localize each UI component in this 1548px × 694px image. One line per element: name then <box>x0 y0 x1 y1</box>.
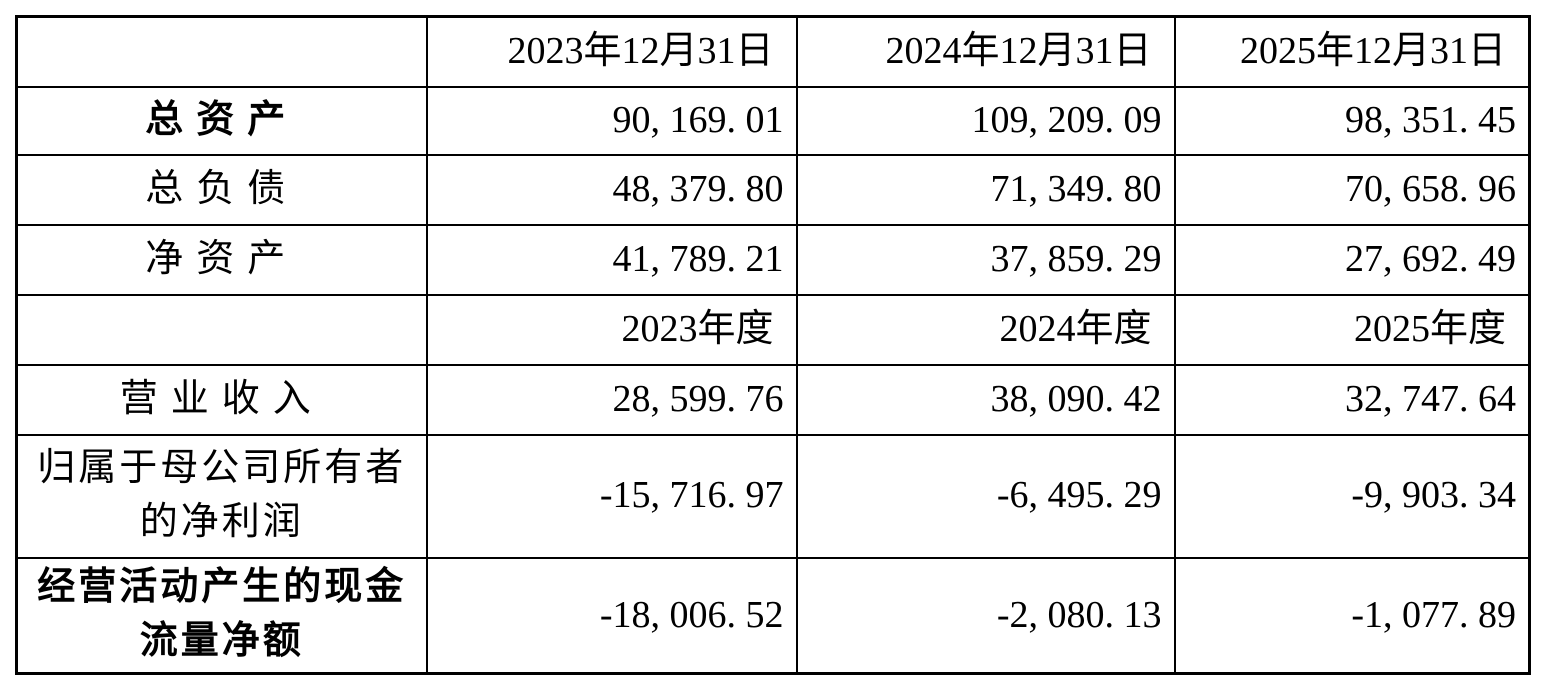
table-row-period-header: 2023年度 2024年度 2025年度 <box>15 293 1531 366</box>
row-label-operating-revenue: 营业收入 <box>15 363 428 436</box>
cell-operating-revenue-2024: 38, 090. 42 <box>795 363 1176 436</box>
table-row-net-profit-parent: 归属于母公司所有者的净利润 -15, 716. 97 -6, 495. 29 -… <box>15 433 1531 559</box>
table-row-operating-revenue: 营业收入 28, 599. 76 38, 090. 42 32, 747. 64 <box>15 363 1531 436</box>
col-header-date-2024: 2024年12月31日 <box>795 15 1176 88</box>
table-row-total-assets: 总资产 90, 169. 01 109, 209. 09 98, 351. 45 <box>15 85 1531 156</box>
cell-net-assets-2025: 27, 692. 49 <box>1173 223 1531 296</box>
cell-total-liabilities-2025: 70, 658. 96 <box>1173 153 1531 226</box>
table-row-operating-cash-flow: 经营活动产生的现金流量净额 -18, 006. 52 -2, 080. 13 -… <box>15 556 1531 675</box>
table-row-net-assets: 净资产 41, 789. 21 37, 859. 29 27, 692. 49 <box>15 223 1531 296</box>
cell-total-liabilities-2023: 48, 379. 80 <box>425 153 798 226</box>
cell-total-assets-2023: 90, 169. 01 <box>425 85 798 156</box>
cell-net-profit-2025: -9, 903. 34 <box>1173 433 1531 559</box>
table-row-date-header: 2023年12月31日 2024年12月31日 2025年12月31日 <box>15 15 1531 88</box>
cell-total-assets-2024: 109, 209. 09 <box>795 85 1176 156</box>
table-row-total-liabilities: 总负债 48, 379. 80 71, 349. 80 70, 658. 96 <box>15 153 1531 226</box>
col-header-date-2025: 2025年12月31日 <box>1173 15 1531 88</box>
row-label-total-assets: 总资产 <box>15 85 428 156</box>
row-label-operating-cash-flow: 经营活动产生的现金流量净额 <box>15 556 428 675</box>
cell-net-profit-2024: -6, 495. 29 <box>795 433 1176 559</box>
row-label-net-profit-parent: 归属于母公司所有者的净利润 <box>15 433 428 559</box>
row-label-total-liabilities: 总负债 <box>15 153 428 226</box>
cell-cash-flow-2023: -18, 006. 52 <box>425 556 798 675</box>
col-header-date-2023: 2023年12月31日 <box>425 15 798 88</box>
cell-net-assets-2023: 41, 789. 21 <box>425 223 798 296</box>
corner-blank-cell <box>15 15 428 88</box>
cell-operating-revenue-2025: 32, 747. 64 <box>1173 363 1531 436</box>
cell-cash-flow-2024: -2, 080. 13 <box>795 556 1176 675</box>
cell-cash-flow-2025: -1, 077. 89 <box>1173 556 1531 675</box>
financial-summary-table: 2023年12月31日 2024年12月31日 2025年12月31日 总资产 … <box>15 15 1531 675</box>
col-header-period-2024: 2024年度 <box>795 293 1176 366</box>
corner-blank-cell-2 <box>15 293 428 366</box>
col-header-period-2023: 2023年度 <box>425 293 798 366</box>
cell-net-profit-2023: -15, 716. 97 <box>425 433 798 559</box>
cell-total-assets-2025: 98, 351. 45 <box>1173 85 1531 156</box>
cell-net-assets-2024: 37, 859. 29 <box>795 223 1176 296</box>
cell-total-liabilities-2024: 71, 349. 80 <box>795 153 1176 226</box>
cell-operating-revenue-2023: 28, 599. 76 <box>425 363 798 436</box>
row-label-net-assets: 净资产 <box>15 223 428 296</box>
col-header-period-2025: 2025年度 <box>1173 293 1531 366</box>
